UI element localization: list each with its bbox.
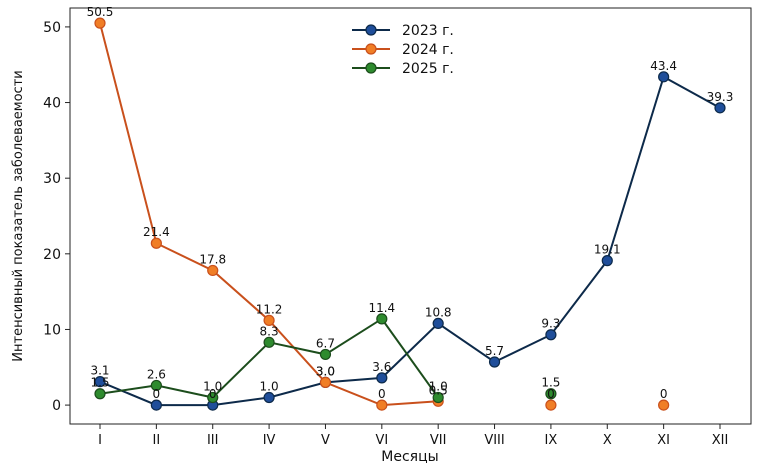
data-point <box>376 399 388 411</box>
data-point <box>94 388 106 400</box>
data-label: 43.4 <box>650 59 677 73</box>
data-point <box>94 17 106 29</box>
data-point <box>150 379 162 392</box>
data-point <box>376 372 388 384</box>
data-label: 1.0 <box>429 380 448 394</box>
data-label: 3.6 <box>372 360 391 374</box>
legend-label: 2024 г. <box>402 42 454 58</box>
data-label: 21.4 <box>143 225 170 239</box>
data-label: 0 <box>153 387 161 401</box>
x-tick-label: VI <box>375 433 388 448</box>
x-tick-label: VII <box>430 433 447 448</box>
data-label: 0 <box>378 387 386 401</box>
data-label: 3.0 <box>316 364 335 378</box>
data-point <box>94 376 106 388</box>
data-label: 6.7 <box>316 336 335 350</box>
data-label: 5.7 <box>485 344 504 358</box>
legend-label: 2025 г. <box>402 61 454 77</box>
data-label: 0 <box>209 387 217 401</box>
x-tick-label: IX <box>545 433 558 448</box>
data-point <box>545 399 557 411</box>
data-point <box>207 391 219 404</box>
data-label: 1.5 <box>541 376 560 390</box>
data-point <box>658 399 670 411</box>
x-tick-label: II <box>153 433 161 448</box>
data-point <box>376 313 388 325</box>
x-tick-label: III <box>207 433 219 448</box>
data-point <box>207 264 219 277</box>
y-axis: 0 10 20 30 40 50 <box>43 20 70 414</box>
data-point <box>263 314 275 326</box>
data-label: 9.3 <box>541 317 560 331</box>
data-point <box>432 317 444 330</box>
y-tick-label: 20 <box>43 247 61 263</box>
series-3 <box>94 313 557 404</box>
legend-marker <box>365 24 377 36</box>
series-layer <box>94 17 726 411</box>
x-tick-label: X <box>603 433 612 448</box>
x-tick-label: VIII <box>484 433 504 448</box>
data-label: 17.8 <box>199 252 226 266</box>
data-point <box>658 71 670 83</box>
data-label: 1.5 <box>90 376 109 390</box>
data-point <box>545 329 557 341</box>
data-label: 3.0 <box>316 364 335 378</box>
data-point <box>601 255 613 267</box>
series-2 <box>94 17 670 411</box>
x-tick-label: V <box>321 433 330 448</box>
x-tick-label: I <box>98 433 102 448</box>
x-axis: I II III IV V VI VII VIII IX X XI XII <box>98 424 728 448</box>
y-tick-label: 40 <box>43 96 61 112</box>
legend-marker <box>365 43 377 55</box>
data-point <box>714 102 726 114</box>
data-label: 0.5 <box>429 383 448 397</box>
data-label: 1.0 <box>260 380 279 394</box>
data-point <box>150 237 162 249</box>
data-label: 8.3 <box>260 324 279 338</box>
y-axis-title: Интенсивный показатель заболеваемости <box>11 70 26 361</box>
data-label: 0 <box>547 387 555 401</box>
x-tick-label: IV <box>263 433 276 448</box>
data-label: 11.4 <box>368 301 395 315</box>
data-label: 50.5 <box>87 5 114 19</box>
data-label: 10.8 <box>425 305 452 319</box>
x-tick-label: XI <box>657 433 670 448</box>
legend: 2023 г. 2024 г. 2025 г. <box>352 23 454 77</box>
data-point <box>545 388 557 400</box>
data-label: 0 <box>660 387 668 401</box>
data-point <box>319 376 332 388</box>
y-tick-label: 50 <box>43 20 61 36</box>
series-line <box>99 75 721 407</box>
legend-label: 2023 г. <box>402 23 454 39</box>
x-tick-label: XII <box>712 433 729 448</box>
legend-marker <box>365 62 377 74</box>
y-tick-label: 30 <box>43 171 61 187</box>
data-label-layer: 3.10 01.03.0 3.610.85.79.319.143.439.350.5… <box>87 5 734 401</box>
data-point <box>263 391 275 404</box>
data-label: 39.3 <box>707 90 734 104</box>
data-label: 19.1 <box>594 243 621 257</box>
data-point <box>263 336 275 348</box>
data-label: 2.6 <box>147 367 166 381</box>
data-point <box>488 356 501 368</box>
data-label: 1.0 <box>203 380 222 394</box>
y-tick-label: 10 <box>43 322 61 338</box>
x-axis-title: Месяцы <box>381 449 438 465</box>
plot-area <box>69 7 752 425</box>
data-point <box>319 348 332 361</box>
data-point <box>150 399 162 411</box>
data-label: 11.2 <box>256 302 283 316</box>
data-label: 3.1 <box>90 364 109 378</box>
data-point <box>432 391 444 404</box>
y-tick-label: 0 <box>52 398 61 414</box>
